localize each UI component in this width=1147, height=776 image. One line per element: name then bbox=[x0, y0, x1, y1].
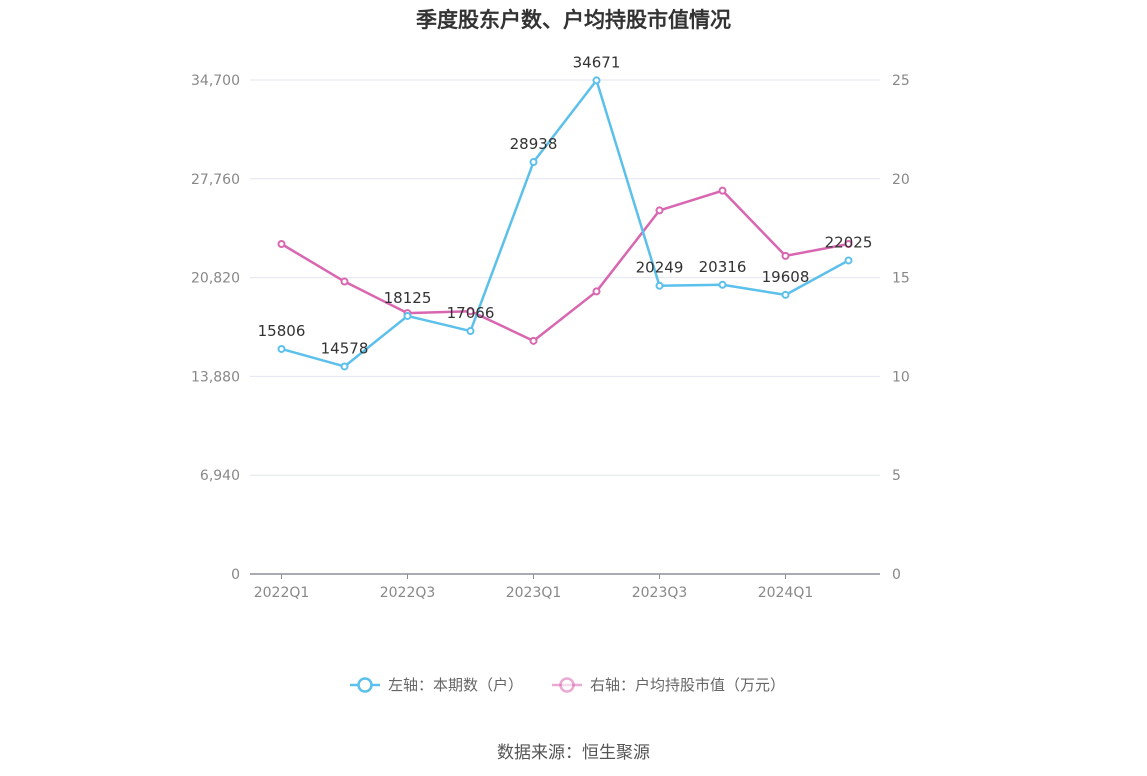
point-right bbox=[844, 240, 853, 249]
point-left bbox=[340, 362, 349, 371]
data-label: 18125 bbox=[384, 289, 432, 307]
legend: 左轴：本期数（户） 右轴：户均持股市值（万元） bbox=[350, 676, 785, 694]
data-label: 22025 bbox=[825, 233, 873, 251]
point-left bbox=[466, 327, 475, 336]
legend-label: 右轴：户均持股市值（万元） bbox=[590, 676, 785, 694]
point-left bbox=[592, 76, 601, 85]
point-right bbox=[781, 251, 790, 260]
y-right-tick-label: 25 bbox=[892, 73, 910, 89]
point-left bbox=[403, 311, 412, 320]
point-right bbox=[592, 287, 601, 296]
point-left bbox=[529, 158, 538, 167]
y-left-tick-label: 13,880 bbox=[191, 369, 240, 385]
legend-item-left: 左轴：本期数（户） bbox=[350, 676, 523, 694]
y-right-tick-label: 10 bbox=[892, 369, 910, 385]
y-left-tick-label: 34,700 bbox=[191, 73, 240, 89]
data-label: 28938 bbox=[510, 135, 558, 153]
point-right bbox=[340, 277, 349, 286]
point-right bbox=[718, 186, 727, 195]
point-right bbox=[529, 336, 538, 345]
y-left-tick-label: 20,820 bbox=[191, 271, 240, 287]
legend-marker-icon bbox=[559, 677, 575, 693]
data-label: 19608 bbox=[762, 268, 810, 286]
point-right bbox=[277, 240, 286, 249]
series-lines bbox=[277, 76, 853, 371]
point-left bbox=[277, 344, 286, 353]
data-label: 34671 bbox=[573, 53, 621, 71]
x-tick-label: 2022Q1 bbox=[254, 585, 310, 601]
data-labels: 15806 14578 18125 17066 28938 34671 20249 20316… bbox=[258, 53, 873, 357]
grid-lines bbox=[250, 79, 880, 476]
y-right-tick-label: 0 bbox=[892, 567, 901, 583]
data-label: 14578 bbox=[321, 339, 369, 357]
point-right bbox=[466, 307, 475, 316]
data-source: 数据来源：恒生聚源 bbox=[497, 743, 650, 763]
legend-label: 左轴：本期数（户） bbox=[388, 676, 523, 694]
y-right-tick-label: 15 bbox=[892, 271, 910, 287]
data-label: 17066 bbox=[447, 304, 495, 322]
y-left-tick-label: 0 bbox=[231, 567, 240, 583]
chart-title: 季度股东户数、户均持股市值情况 bbox=[416, 8, 731, 32]
y-right-tick-label: 5 bbox=[892, 468, 901, 484]
point-left bbox=[781, 290, 790, 299]
point-left bbox=[655, 281, 664, 290]
data-label: 15806 bbox=[258, 322, 306, 340]
legend-marker-icon bbox=[357, 677, 373, 693]
data-label: 20316 bbox=[699, 258, 747, 276]
series-line-left bbox=[281, 79, 850, 368]
x-tick-label: 2023Q3 bbox=[632, 585, 688, 601]
point-left bbox=[844, 256, 853, 265]
data-label: 20249 bbox=[636, 259, 684, 277]
x-tick-label: 2022Q3 bbox=[380, 585, 436, 601]
x-tick-label: 2024Q1 bbox=[758, 585, 814, 601]
axes: 0 0 6,940 5 13,880 10 20,820 15 27,760 20 34,700 25… bbox=[191, 73, 910, 601]
point-left bbox=[718, 280, 727, 289]
y-left-tick-label: 27,760 bbox=[191, 172, 240, 188]
series-line-right bbox=[280, 189, 849, 343]
y-left-tick-label: 6,940 bbox=[200, 468, 240, 484]
legend-item-right: 右轴：户均持股市值（万元） bbox=[552, 676, 785, 694]
point-right bbox=[655, 206, 664, 215]
x-tick-label: 2023Q1 bbox=[506, 585, 562, 601]
y-right-tick-label: 20 bbox=[892, 172, 910, 188]
